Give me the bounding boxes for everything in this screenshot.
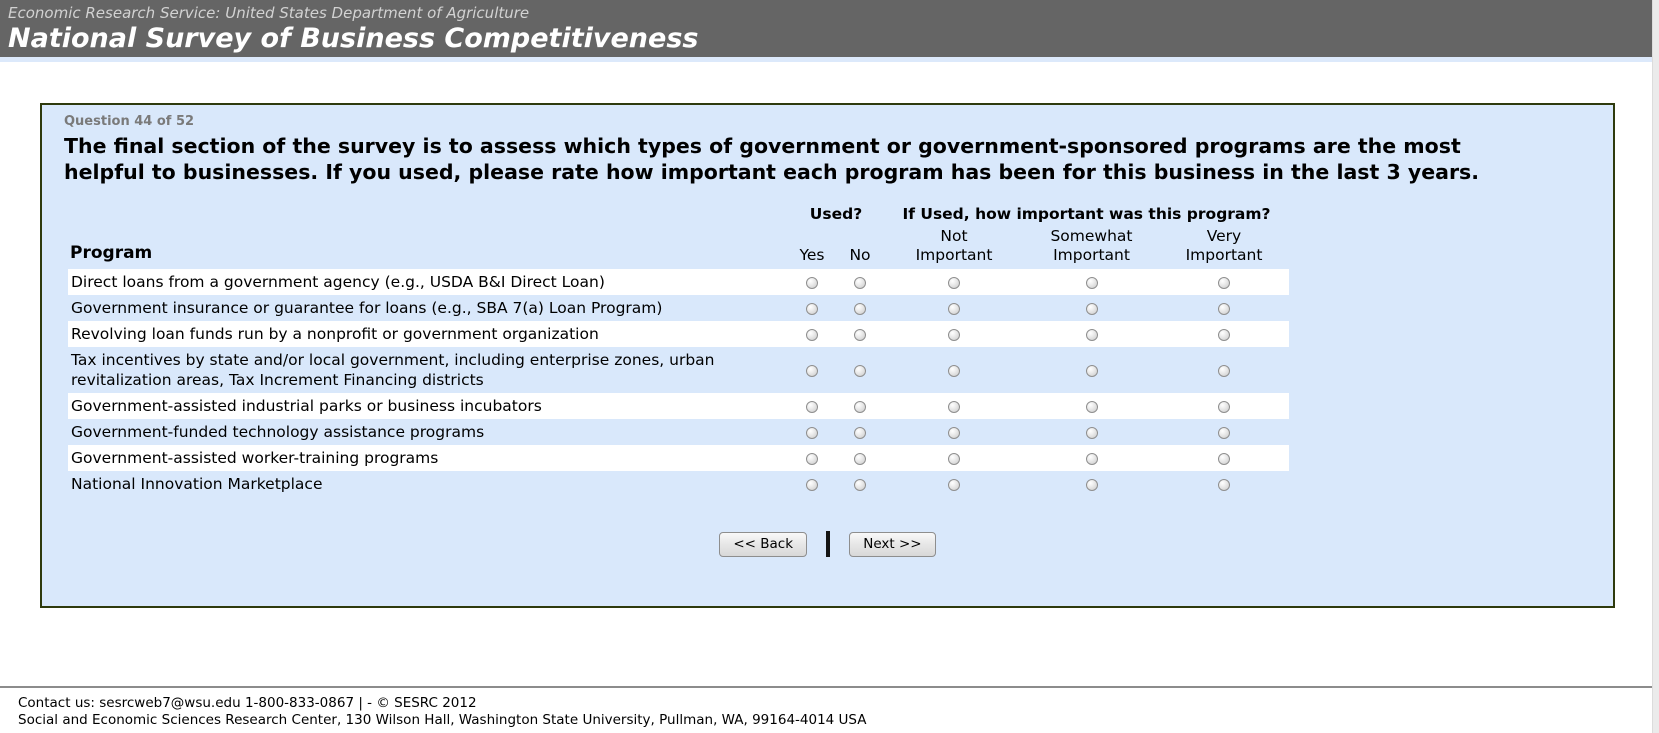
radio-not-important[interactable] — [948, 364, 960, 377]
radio-no[interactable] — [854, 400, 866, 413]
radio-very-important[interactable] — [1218, 276, 1230, 289]
table-row: Government-funded technology assistance … — [68, 419, 1289, 445]
table-row: Government-assisted worker-training prog… — [68, 445, 1289, 471]
radio-somewhat-important[interactable] — [1085, 302, 1098, 315]
radio-somewhat-important[interactable] — [1085, 452, 1098, 465]
radio-no[interactable] — [854, 364, 866, 377]
radio-very-important[interactable] — [1218, 364, 1230, 377]
column-header-somewhat-important: Somewhat Important — [1050, 227, 1133, 264]
radio-no[interactable] — [854, 426, 866, 439]
survey-panel: Question 44 of 52 The final section of t… — [40, 103, 1615, 608]
table-row: Government insurance or guarantee for lo… — [68, 295, 1289, 321]
radio-not-important[interactable] — [948, 426, 960, 439]
program-label: Government insurance or guarantee for lo… — [71, 299, 663, 317]
radio-very-important[interactable] — [1218, 302, 1230, 315]
radio-somewhat-important[interactable] — [1085, 364, 1098, 377]
column-header-no: No — [849, 246, 871, 264]
radio-yes[interactable] — [806, 302, 818, 315]
radio-not-important[interactable] — [948, 328, 960, 341]
radio-very-important[interactable] — [1218, 426, 1230, 439]
program-label: Government-assisted worker-training prog… — [71, 449, 439, 467]
radio-somewhat-important[interactable] — [1085, 478, 1098, 491]
radio-yes[interactable] — [806, 364, 818, 377]
column-header-yes: Yes — [799, 246, 825, 264]
question-text: The final section of the survey is to as… — [64, 134, 1480, 184]
radio-no[interactable] — [854, 302, 866, 315]
column-header-not-important: Not Important — [915, 227, 993, 264]
program-label: Government-funded technology assistance … — [71, 423, 485, 441]
radio-somewhat-important[interactable] — [1085, 426, 1098, 439]
program-label: Direct loans from a government agency (e… — [71, 273, 605, 291]
next-button[interactable]: Next >> — [849, 531, 936, 557]
radio-very-important[interactable] — [1218, 400, 1230, 413]
table-row: National Innovation Marketplace — [68, 471, 1289, 497]
group-header-spacer — [68, 205, 788, 227]
navigation-buttons: << Back Next >> — [62, 531, 1593, 557]
radio-very-important[interactable] — [1218, 328, 1230, 341]
radio-no[interactable] — [854, 328, 866, 341]
radio-somewhat-important[interactable] — [1085, 400, 1098, 413]
program-label: Tax incentives by state and/or local gov… — [71, 351, 715, 389]
button-separator — [826, 531, 831, 557]
radio-not-important[interactable] — [948, 276, 960, 289]
radio-yes[interactable] — [806, 276, 818, 289]
radio-somewhat-important[interactable] — [1085, 328, 1098, 341]
table-row: Direct loans from a government agency (e… — [68, 269, 1289, 295]
radio-not-important[interactable] — [948, 302, 960, 315]
radio-no[interactable] — [854, 478, 866, 491]
table-row: Tax incentives by state and/or local gov… — [68, 347, 1289, 393]
vertical-scrollbar[interactable] — [1652, 0, 1659, 733]
footer-address-line: Social and Economic Sciences Research Ce… — [18, 712, 867, 728]
header-accent-strip — [0, 57, 1659, 62]
radio-very-important[interactable] — [1218, 452, 1230, 465]
radio-somewhat-important[interactable] — [1085, 276, 1098, 289]
page-footer: Contact us: sesrcweb7@wsu.edu 1-800-833-… — [0, 686, 1659, 729]
page-title: National Survey of Business Competitiven… — [8, 23, 699, 54]
radio-not-important[interactable] — [948, 400, 960, 413]
radio-yes[interactable] — [806, 328, 818, 341]
program-label: National Innovation Marketplace — [71, 475, 323, 493]
radio-yes[interactable] — [806, 452, 818, 465]
radio-no[interactable] — [854, 452, 866, 465]
radio-yes[interactable] — [806, 400, 818, 413]
radio-yes[interactable] — [806, 478, 818, 491]
radio-no[interactable] — [854, 276, 866, 289]
agency-name: Economic Research Service: United States… — [8, 4, 530, 22]
group-header-importance: If Used, how important was this program? — [902, 205, 1271, 223]
group-header-used: Used? — [809, 205, 863, 223]
page-header: Economic Research Service: United States… — [0, 0, 1659, 57]
question-counter: Question 44 of 52 — [64, 114, 195, 129]
table-row: Revolving loan funds run by a nonprofit … — [68, 321, 1289, 347]
radio-not-important[interactable] — [948, 452, 960, 465]
column-header-very-important: Very Important — [1185, 227, 1263, 264]
footer-contact-line: Contact us: sesrcweb7@wsu.edu 1-800-833-… — [18, 695, 477, 711]
radio-yes[interactable] — [806, 426, 818, 439]
back-button[interactable]: << Back — [719, 531, 808, 557]
radio-not-important[interactable] — [948, 478, 960, 491]
radio-very-important[interactable] — [1218, 478, 1230, 491]
program-matrix-table: Used? If Used, how important was this pr… — [68, 205, 1289, 497]
column-header-program: Program — [70, 243, 153, 263]
program-label: Revolving loan funds run by a nonprofit … — [71, 325, 599, 343]
table-row: Government-assisted industrial parks or … — [68, 393, 1289, 419]
program-label: Government-assisted industrial parks or … — [71, 397, 542, 415]
